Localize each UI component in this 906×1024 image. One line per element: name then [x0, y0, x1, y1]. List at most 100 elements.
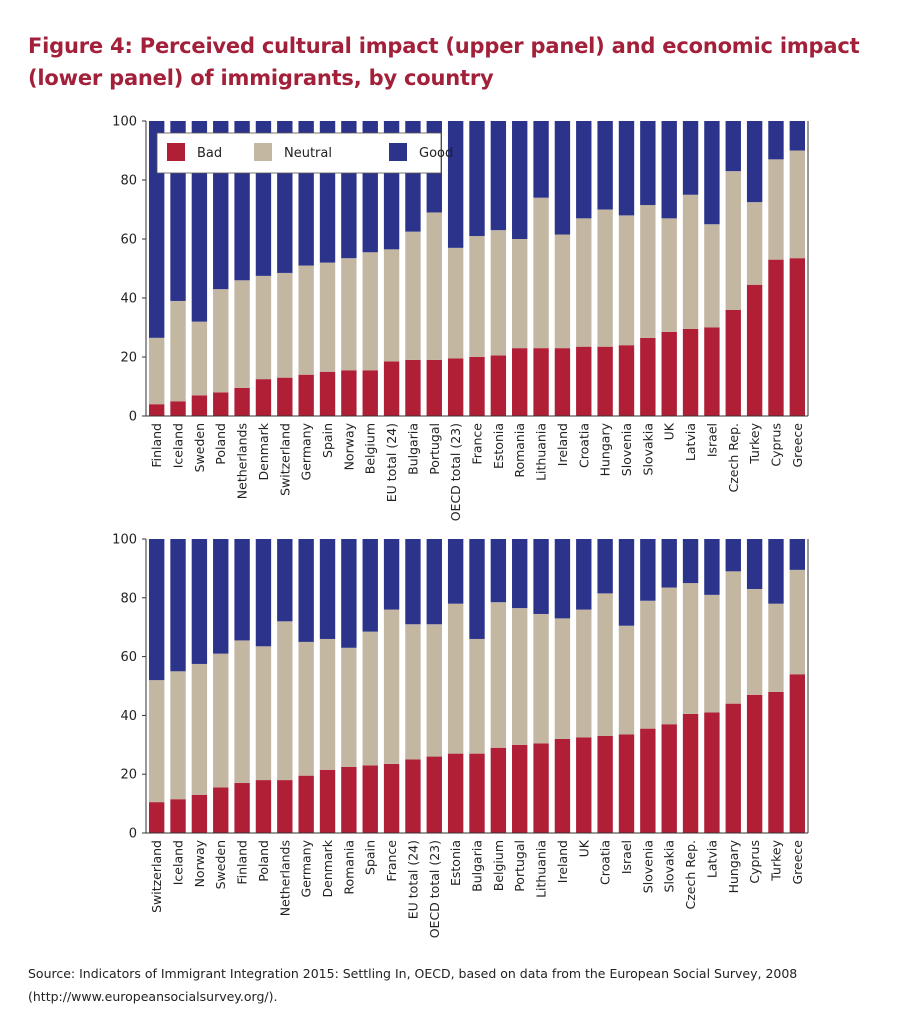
bar-bad-10 [362, 765, 378, 833]
category-label: Germany [299, 839, 314, 897]
bar-neutral-29 [768, 159, 784, 260]
bar-bad-14 [447, 358, 464, 416]
bar-good-29 [768, 539, 784, 604]
bar-good-7 [298, 539, 314, 642]
legend: Bad Neutral Good [156, 132, 453, 174]
category-label: Spain [320, 423, 335, 458]
category-label: OECD total (23) [427, 840, 442, 938]
category-label: Netherlands [235, 423, 250, 499]
category-label: EU total (24) [405, 840, 420, 919]
bar-bad-12 [405, 359, 421, 416]
bar-good-15 [469, 539, 485, 639]
bar-bad-1 [170, 799, 186, 833]
bar-bad-9 [341, 370, 357, 416]
category-label: Germany [299, 422, 314, 480]
bar-neutral-1 [170, 671, 186, 800]
bar-good-17 [512, 539, 528, 609]
bar-bad-16 [490, 355, 507, 416]
bar-good-26 [704, 121, 720, 225]
category-label: Croatia [576, 423, 591, 468]
category-label: Greece [790, 423, 805, 468]
bar-good-25 [682, 121, 699, 195]
bar-bad-23 [640, 337, 656, 416]
bar-good-21 [597, 539, 613, 594]
bar-bad-18 [533, 743, 549, 833]
source-note: Source: Indicators of Immigrant Integrat… [28, 966, 798, 1004]
bar-bad-14 [447, 753, 464, 833]
bar-neutral-27 [725, 171, 741, 310]
bar-bad-22 [618, 734, 635, 833]
bar-neutral-11 [383, 609, 400, 764]
bar-neutral-1 [170, 300, 186, 402]
bar-neutral-6 [277, 621, 293, 781]
category-label: Cyprus [747, 840, 762, 884]
category-label: UK [576, 839, 591, 857]
bar-neutral-7 [298, 265, 314, 375]
bar-neutral-20 [576, 218, 592, 347]
bar-neutral-17 [512, 608, 528, 745]
category-label: Poland [256, 840, 271, 882]
bar-good-14 [447, 121, 464, 248]
bar-good-30 [789, 539, 806, 570]
category-label: Croatia [598, 840, 613, 885]
chart-lower-economic-impact: Switzerland Iceland Norway Sweden Finland Pol… [112, 533, 809, 938]
bar-bad-6 [277, 377, 293, 416]
category-label: Iceland [171, 423, 186, 468]
bar-neutral-12 [405, 624, 421, 760]
bar-bad-9 [341, 766, 357, 833]
bar-neutral-4 [234, 640, 250, 784]
bar-neutral-12 [405, 231, 421, 360]
category-label: Turkey [768, 839, 783, 881]
bar-bad-25 [682, 328, 699, 416]
bar-neutral-19 [554, 618, 571, 739]
bar-good-27 [725, 121, 741, 172]
bar-good-4 [234, 539, 250, 641]
category-label: Belgium [363, 423, 378, 474]
category-label: Israel [704, 423, 719, 457]
bar-bad-15 [469, 753, 485, 833]
category-label: Latvia [683, 423, 698, 461]
bar-neutral-28 [746, 202, 763, 285]
category-label: Denmark [320, 839, 335, 897]
category-label: Portugal [427, 423, 442, 475]
bar-bad-4 [234, 387, 250, 416]
bar-neutral-4 [234, 280, 250, 388]
category-label: Switzerland [149, 840, 164, 913]
bar-good-3 [213, 539, 229, 654]
bar-bad-27 [725, 703, 741, 833]
bar-good-26 [704, 539, 720, 595]
category-label: Lithuania [534, 840, 549, 898]
bar-bad-17 [512, 744, 528, 833]
bar-bad-20 [576, 346, 592, 416]
category-label: Israel [619, 840, 634, 874]
bar-bad-24 [661, 331, 677, 416]
bar-bad-19 [554, 738, 571, 833]
category-label: Bulgaria [470, 840, 485, 892]
bar-bad-22 [618, 345, 635, 416]
bar-neutral-16 [490, 602, 507, 748]
bar-neutral-8 [319, 638, 336, 770]
bar-neutral-9 [341, 258, 357, 371]
bar-bad-30 [789, 258, 806, 416]
category-label: Finland [235, 840, 250, 885]
bar-bad-1 [170, 401, 186, 416]
bar-neutral-3 [213, 653, 229, 788]
bar-neutral-10 [362, 252, 378, 371]
category-label: Romania [512, 423, 527, 478]
bar-bad-2 [191, 794, 208, 833]
bar-good-25 [682, 539, 699, 584]
bar-good-2 [191, 539, 208, 664]
bar-bad-6 [277, 780, 293, 833]
bar-neutral-22 [618, 215, 635, 346]
category-label: Latvia [704, 840, 719, 878]
y-tick-label: 40 [120, 709, 137, 724]
bar-bad-21 [597, 735, 613, 833]
bar-neutral-25 [682, 583, 699, 714]
category-label: Estonia [448, 840, 463, 886]
bar-neutral-20 [576, 609, 592, 738]
category-label: Bulgaria [405, 423, 420, 475]
category-label: Belgium [491, 840, 506, 891]
category-label: Netherlands [277, 840, 292, 916]
category-label: Ireland [555, 840, 570, 883]
bar-good-16 [490, 539, 507, 603]
